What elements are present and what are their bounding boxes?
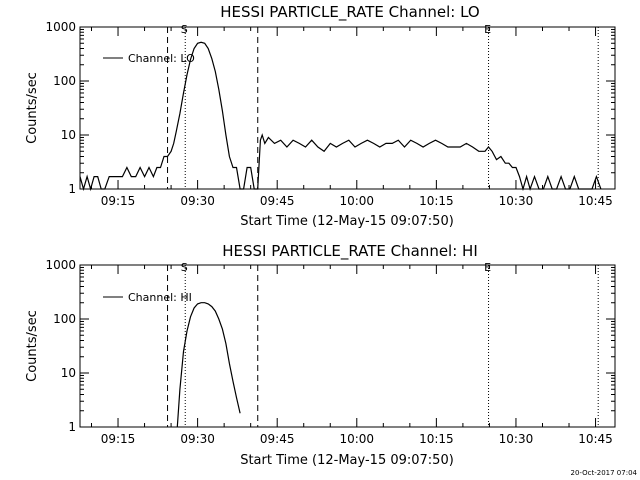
marker-label: S — [181, 261, 188, 274]
marker-label: E — [484, 261, 491, 274]
y-axis-label: Counts/sec — [25, 310, 40, 382]
y-tick-label: 10 — [61, 128, 76, 142]
y-tick-label: 1000 — [45, 258, 76, 272]
legend-label: Channel: LO — [128, 52, 195, 65]
chart-title: HESSI PARTICLE_RATE Channel: HI — [222, 242, 478, 261]
x-tick-label: 09:15 — [101, 432, 136, 446]
x-axis-label: Start Time (12-May-15 09:07:50) — [240, 214, 454, 229]
axis-ticks: 09:15 09:30 09:45 10:00 10:15 10:30 10:45 1 10 10… — [45, 258, 615, 446]
marker-label: S — [181, 23, 188, 36]
series-layer — [79, 41, 602, 192]
marker-label: E — [484, 23, 491, 36]
y-tick-label: 1 — [68, 182, 76, 196]
x-tick-label: 10:45 — [578, 432, 613, 446]
x-tick-label: 09:45 — [260, 432, 295, 446]
legend-label: Channel: HI — [128, 291, 192, 304]
plot-frame — [79, 264, 616, 428]
footer-timestamp: 20-Oct-2017 07:04 — [571, 469, 638, 477]
x-tick-label: 09:30 — [180, 432, 215, 446]
y-tick-label: 100 — [53, 74, 76, 88]
x-tick-label: 10:15 — [419, 194, 454, 208]
legend: Channel: HI — [103, 291, 192, 304]
x-tick-label: 09:45 — [260, 194, 295, 208]
x-tick-label: 09:30 — [180, 194, 215, 208]
y-axis-label: Counts/sec — [25, 72, 40, 144]
series-line — [176, 302, 241, 428]
axis-ticks: 09:15 09:30 09:45 10:00 10:15 10:30 10:45 1 10 10… — [45, 20, 615, 208]
series-layer — [176, 302, 241, 428]
plot-frame — [79, 26, 616, 190]
x-axis-label: Start Time (12-May-15 09:07:50) — [240, 453, 454, 468]
x-tick-label: 10:00 — [339, 194, 374, 208]
x-tick-label: 10:30 — [499, 432, 534, 446]
x-tick-label: 10:00 — [339, 432, 374, 446]
x-tick-label: 10:45 — [578, 194, 613, 208]
x-tick-label: 10:30 — [499, 194, 534, 208]
x-tick-label: 09:15 — [101, 194, 136, 208]
legend: Channel: LO — [103, 52, 195, 65]
chart-title: HESSI PARTICLE_RATE Channel: LO — [220, 3, 479, 22]
y-tick-label: 100 — [53, 312, 76, 326]
x-tick-label: 10:15 — [419, 432, 454, 446]
series-line — [79, 41, 602, 192]
y-tick-label: 10 — [61, 366, 76, 380]
y-tick-label: 1 — [68, 420, 76, 434]
y-tick-label: 1000 — [45, 20, 76, 34]
